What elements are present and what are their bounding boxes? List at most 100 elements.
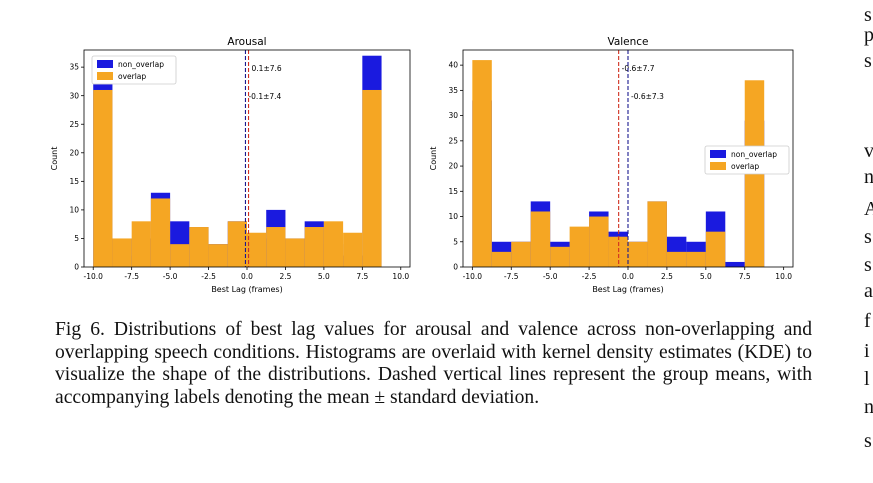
right-column-fragment: a	[864, 280, 873, 302]
right-column-fragment: s	[864, 254, 872, 276]
y-tick-label: 25	[69, 120, 79, 129]
bar-overlap	[491, 251, 512, 267]
y-tick-label: 15	[69, 177, 79, 186]
valence-chart: Valence -0.6±7.7 -0.6±7.3 -10.0 -7.5 -5.0 -2.5…	[429, 36, 794, 294]
y-tick-label: 30	[69, 91, 79, 100]
figure: Arousal 0.1±7.6 -0.1±7.4 -10.0 -7.5 -5.0 -2.5 0…	[40, 24, 830, 314]
bar-overlap	[285, 238, 305, 267]
legend-label: non_overlap	[731, 150, 777, 159]
y-tick-label: 25	[448, 136, 458, 145]
bar-overlap	[530, 211, 551, 267]
bar-overlap	[304, 227, 324, 267]
chart-title: Valence	[607, 36, 648, 48]
y-axis-label: Count	[50, 147, 59, 171]
x-tick-label: 7.5	[739, 272, 751, 281]
legend-swatch	[97, 60, 113, 68]
y-tick-label: 0	[74, 263, 79, 272]
right-column-fragment: f	[864, 310, 871, 332]
bar-overlap	[589, 216, 609, 267]
x-tick-label: 0.0	[241, 272, 253, 281]
mean-label-overlap: 0.1±7.6	[252, 64, 282, 73]
x-tick-label: -5.0	[543, 272, 558, 281]
y-tick-label: 5	[453, 237, 458, 246]
right-column-fragment: s	[864, 4, 872, 26]
bar-overlap	[472, 60, 492, 268]
right-column-fragment: n	[864, 166, 873, 188]
right-column-fragment: p	[864, 24, 873, 46]
y-tick-label: 5	[74, 234, 79, 243]
x-tick-label: 2.5	[279, 272, 291, 281]
x-tick-label: -2.5	[201, 272, 216, 281]
bar-overlap	[628, 241, 648, 267]
legend-swatch	[97, 72, 113, 80]
legend-label: non_overlap	[118, 60, 164, 69]
bar-overlap	[666, 251, 687, 267]
mean-label-non_overlap: -0.6±7.3	[631, 92, 664, 101]
y-tick-label: 0	[453, 263, 458, 272]
y-tick-label: 30	[448, 111, 458, 120]
x-axis-label: Best Lag (frames)	[211, 285, 282, 294]
bar-non-overlap	[725, 261, 745, 267]
bar-overlap	[208, 244, 228, 267]
y-tick-label: 10	[69, 205, 79, 214]
bar-overlap	[266, 227, 286, 267]
bar-overlap	[112, 238, 132, 267]
y-tick-label: 20	[448, 162, 458, 171]
legend-swatch	[710, 162, 726, 170]
chart-title: Arousal	[227, 36, 266, 48]
right-column-fragment: l	[864, 368, 870, 390]
right-column-fragment: s	[864, 50, 872, 72]
bar-overlap	[362, 89, 382, 267]
bar-overlap	[247, 232, 267, 267]
x-tick-label: -7.5	[504, 272, 519, 281]
y-tick-label: 35	[448, 86, 458, 95]
y-axis-label: Count	[429, 147, 438, 171]
x-tick-label: -10.0	[84, 272, 104, 281]
x-tick-label: -5.0	[163, 272, 178, 281]
y-tick-label: 20	[69, 148, 79, 157]
mean-label-overlap: -0.6±7.7	[622, 64, 655, 73]
right-column-fragment: s	[864, 226, 872, 248]
right-column-fragment: i	[864, 340, 870, 362]
bar-overlap	[227, 221, 247, 267]
right-column-fragment: A	[864, 198, 873, 220]
y-tick-label: 35	[69, 63, 79, 72]
bar-overlap	[131, 221, 151, 267]
y-tick-label: 15	[448, 187, 458, 196]
x-axis-label: Best Lag (frames)	[592, 285, 663, 294]
bar-overlap	[93, 89, 113, 267]
x-tick-label: -10.0	[463, 272, 483, 281]
legend-label: overlap	[731, 162, 759, 171]
arousal-chart: Arousal 0.1±7.6 -0.1±7.4 -10.0 -7.5 -5.0 -2.5 0…	[50, 36, 411, 294]
bar-overlap	[569, 226, 590, 267]
bar-overlap	[647, 201, 667, 267]
x-tick-label: 10.0	[392, 272, 409, 281]
bar-overlap	[705, 231, 726, 267]
bar-overlap	[170, 244, 190, 267]
x-tick-label: 5.0	[700, 272, 712, 281]
bar-overlap	[189, 227, 209, 267]
bar-overlap	[150, 198, 171, 267]
x-tick-label: -7.5	[124, 272, 139, 281]
x-tick-label: 10.0	[775, 272, 792, 281]
x-tick-label: -2.5	[582, 272, 597, 281]
x-tick-label: 2.5	[661, 272, 673, 281]
bar-overlap	[343, 232, 363, 267]
right-column-fragment: s	[864, 430, 872, 452]
bar-overlap	[323, 221, 344, 267]
x-tick-label: 0.0	[622, 272, 634, 281]
mean-label-non_overlap: -0.1±7.4	[248, 92, 281, 101]
bar-overlap	[550, 246, 570, 267]
right-column-fragment: v	[864, 140, 873, 162]
y-tick-label: 10	[448, 212, 458, 221]
bar-overlap	[511, 241, 531, 267]
figure-svg: Arousal 0.1±7.6 -0.1±7.4 -10.0 -7.5 -5.0 -2.5 0…	[40, 24, 794, 294]
right-column-fragment: n	[864, 396, 873, 418]
legend-label: overlap	[118, 72, 146, 81]
y-tick-label: 40	[448, 61, 458, 70]
legend-swatch	[710, 150, 726, 158]
x-tick-label: 5.0	[318, 272, 330, 281]
